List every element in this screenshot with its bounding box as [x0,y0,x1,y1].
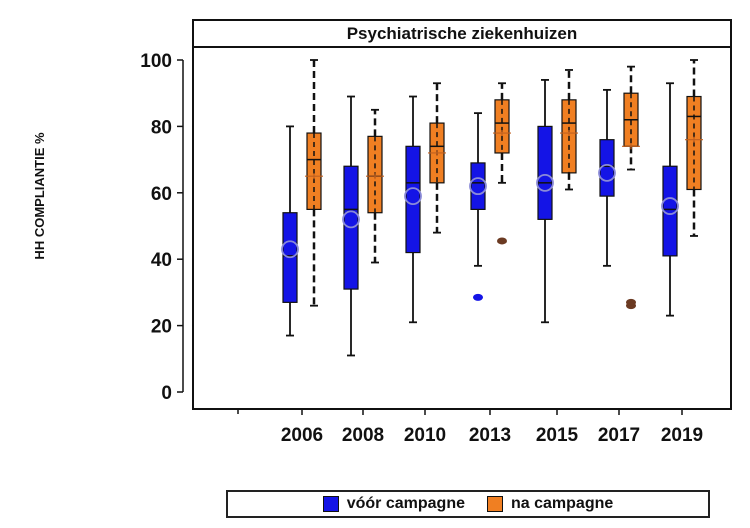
legend-swatch-na [487,496,503,512]
mean-marker [404,187,422,206]
x-tick-label-2006: 2006 [281,425,323,446]
legend: vóór campagne na campagne [226,490,710,518]
box-0-2008 [342,95,360,357]
box-0-2006 [281,125,299,337]
x-tick-label-2013: 2013 [469,425,511,446]
y-tick-label-100: 100 [140,51,172,72]
box-0-2013 [469,112,487,301]
legend-swatch-voor [322,496,339,512]
box-0-2015 [536,79,554,324]
box-0-2019 [661,82,679,317]
x-tick-label-2017: 2017 [598,425,640,446]
legend-label-voor: vóór campagne [346,495,465,512]
x-tick-label-2008: 2008 [342,425,384,446]
outlier-point [473,293,483,301]
box-series [281,59,703,357]
plot-frame [192,46,732,410]
box-iqr [405,145,421,254]
y-tick-label-0: 0 [161,383,172,404]
x-tick-label-2015: 2015 [536,425,579,446]
box-iqr [599,139,615,197]
y-axis: 0 20 40 60 80 100 [140,51,184,404]
box-1-2006 [305,59,323,307]
box-1-2015 [560,69,578,191]
box-1-2008 [366,108,384,264]
x-tick-label-2010: 2010 [404,425,446,446]
y-tick-label-60: 60 [151,184,172,205]
y-axis-label: HH COMPLIANTIE % [32,132,47,260]
outlier-point [626,298,636,306]
box-1-2019 [685,59,703,237]
legend-item-na: na campagne [487,495,613,513]
box-1-2017 [622,65,640,310]
mean-marker [281,240,299,259]
outlier-point [497,237,507,245]
box-1-2013 [493,82,511,245]
title-strip [192,19,732,48]
y-tick-label-20: 20 [151,317,172,338]
chart-title: Psychiatrische ziekenhuizen [347,24,578,43]
y-tick-label-80: 80 [151,117,172,138]
box-0-2017 [598,88,616,267]
legend-item-voor: vóór campagne [322,495,465,513]
mean-marker [661,197,679,215]
y-tick-label-40: 40 [151,250,172,271]
box-iqr [470,162,486,210]
mean-marker [536,173,554,192]
x-axis: 2006 2008 2010 2013 2015 2017 2019 [237,408,731,446]
x-tick-label-2019: 2019 [661,425,703,446]
box-0-2010 [404,95,422,324]
mean-marker [598,163,616,182]
box-1-2010 [428,82,446,234]
mean-marker [469,177,487,196]
legend-label-na: na campagne [511,495,614,512]
box-iqr [662,165,678,257]
box-iqr [537,125,553,220]
mean-marker [342,210,360,229]
